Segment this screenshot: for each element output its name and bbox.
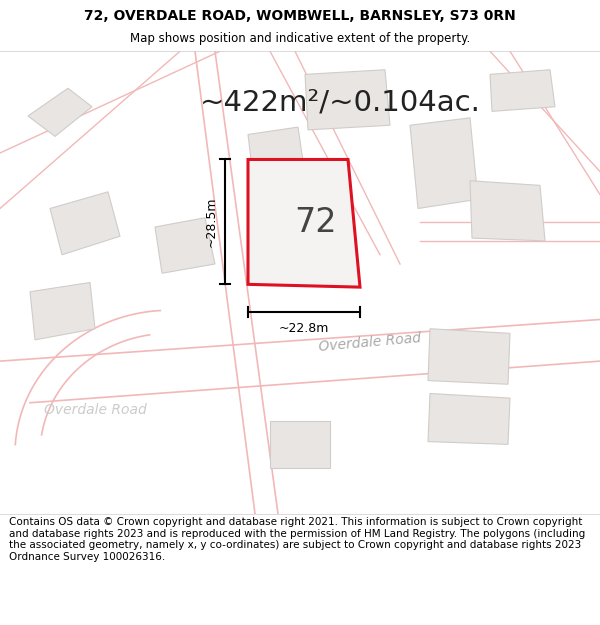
Text: Contains OS data © Crown copyright and database right 2021. This information is : Contains OS data © Crown copyright and d…	[9, 517, 585, 562]
Polygon shape	[50, 192, 120, 255]
Polygon shape	[30, 282, 95, 340]
Text: ~22.8m: ~22.8m	[279, 322, 329, 335]
Polygon shape	[428, 329, 510, 384]
Polygon shape	[248, 159, 360, 287]
Text: 72, OVERDALE ROAD, WOMBWELL, BARNSLEY, S73 0RN: 72, OVERDALE ROAD, WOMBWELL, BARNSLEY, S…	[84, 9, 516, 23]
Text: 72: 72	[295, 206, 337, 239]
Polygon shape	[490, 70, 555, 111]
Text: ~28.5m: ~28.5m	[205, 197, 218, 247]
Polygon shape	[305, 70, 390, 130]
Text: ~422m²/~0.104ac.: ~422m²/~0.104ac.	[200, 88, 481, 116]
Polygon shape	[248, 127, 310, 218]
Polygon shape	[470, 181, 545, 241]
Polygon shape	[428, 394, 510, 444]
Polygon shape	[265, 227, 338, 284]
Text: Overdale Road: Overdale Road	[44, 403, 146, 417]
Text: Map shows position and indicative extent of the property.: Map shows position and indicative extent…	[130, 32, 470, 45]
Polygon shape	[270, 421, 330, 468]
Polygon shape	[155, 217, 215, 273]
Text: Overdale Road: Overdale Road	[318, 331, 422, 354]
Polygon shape	[28, 88, 92, 136]
Polygon shape	[410, 118, 478, 209]
